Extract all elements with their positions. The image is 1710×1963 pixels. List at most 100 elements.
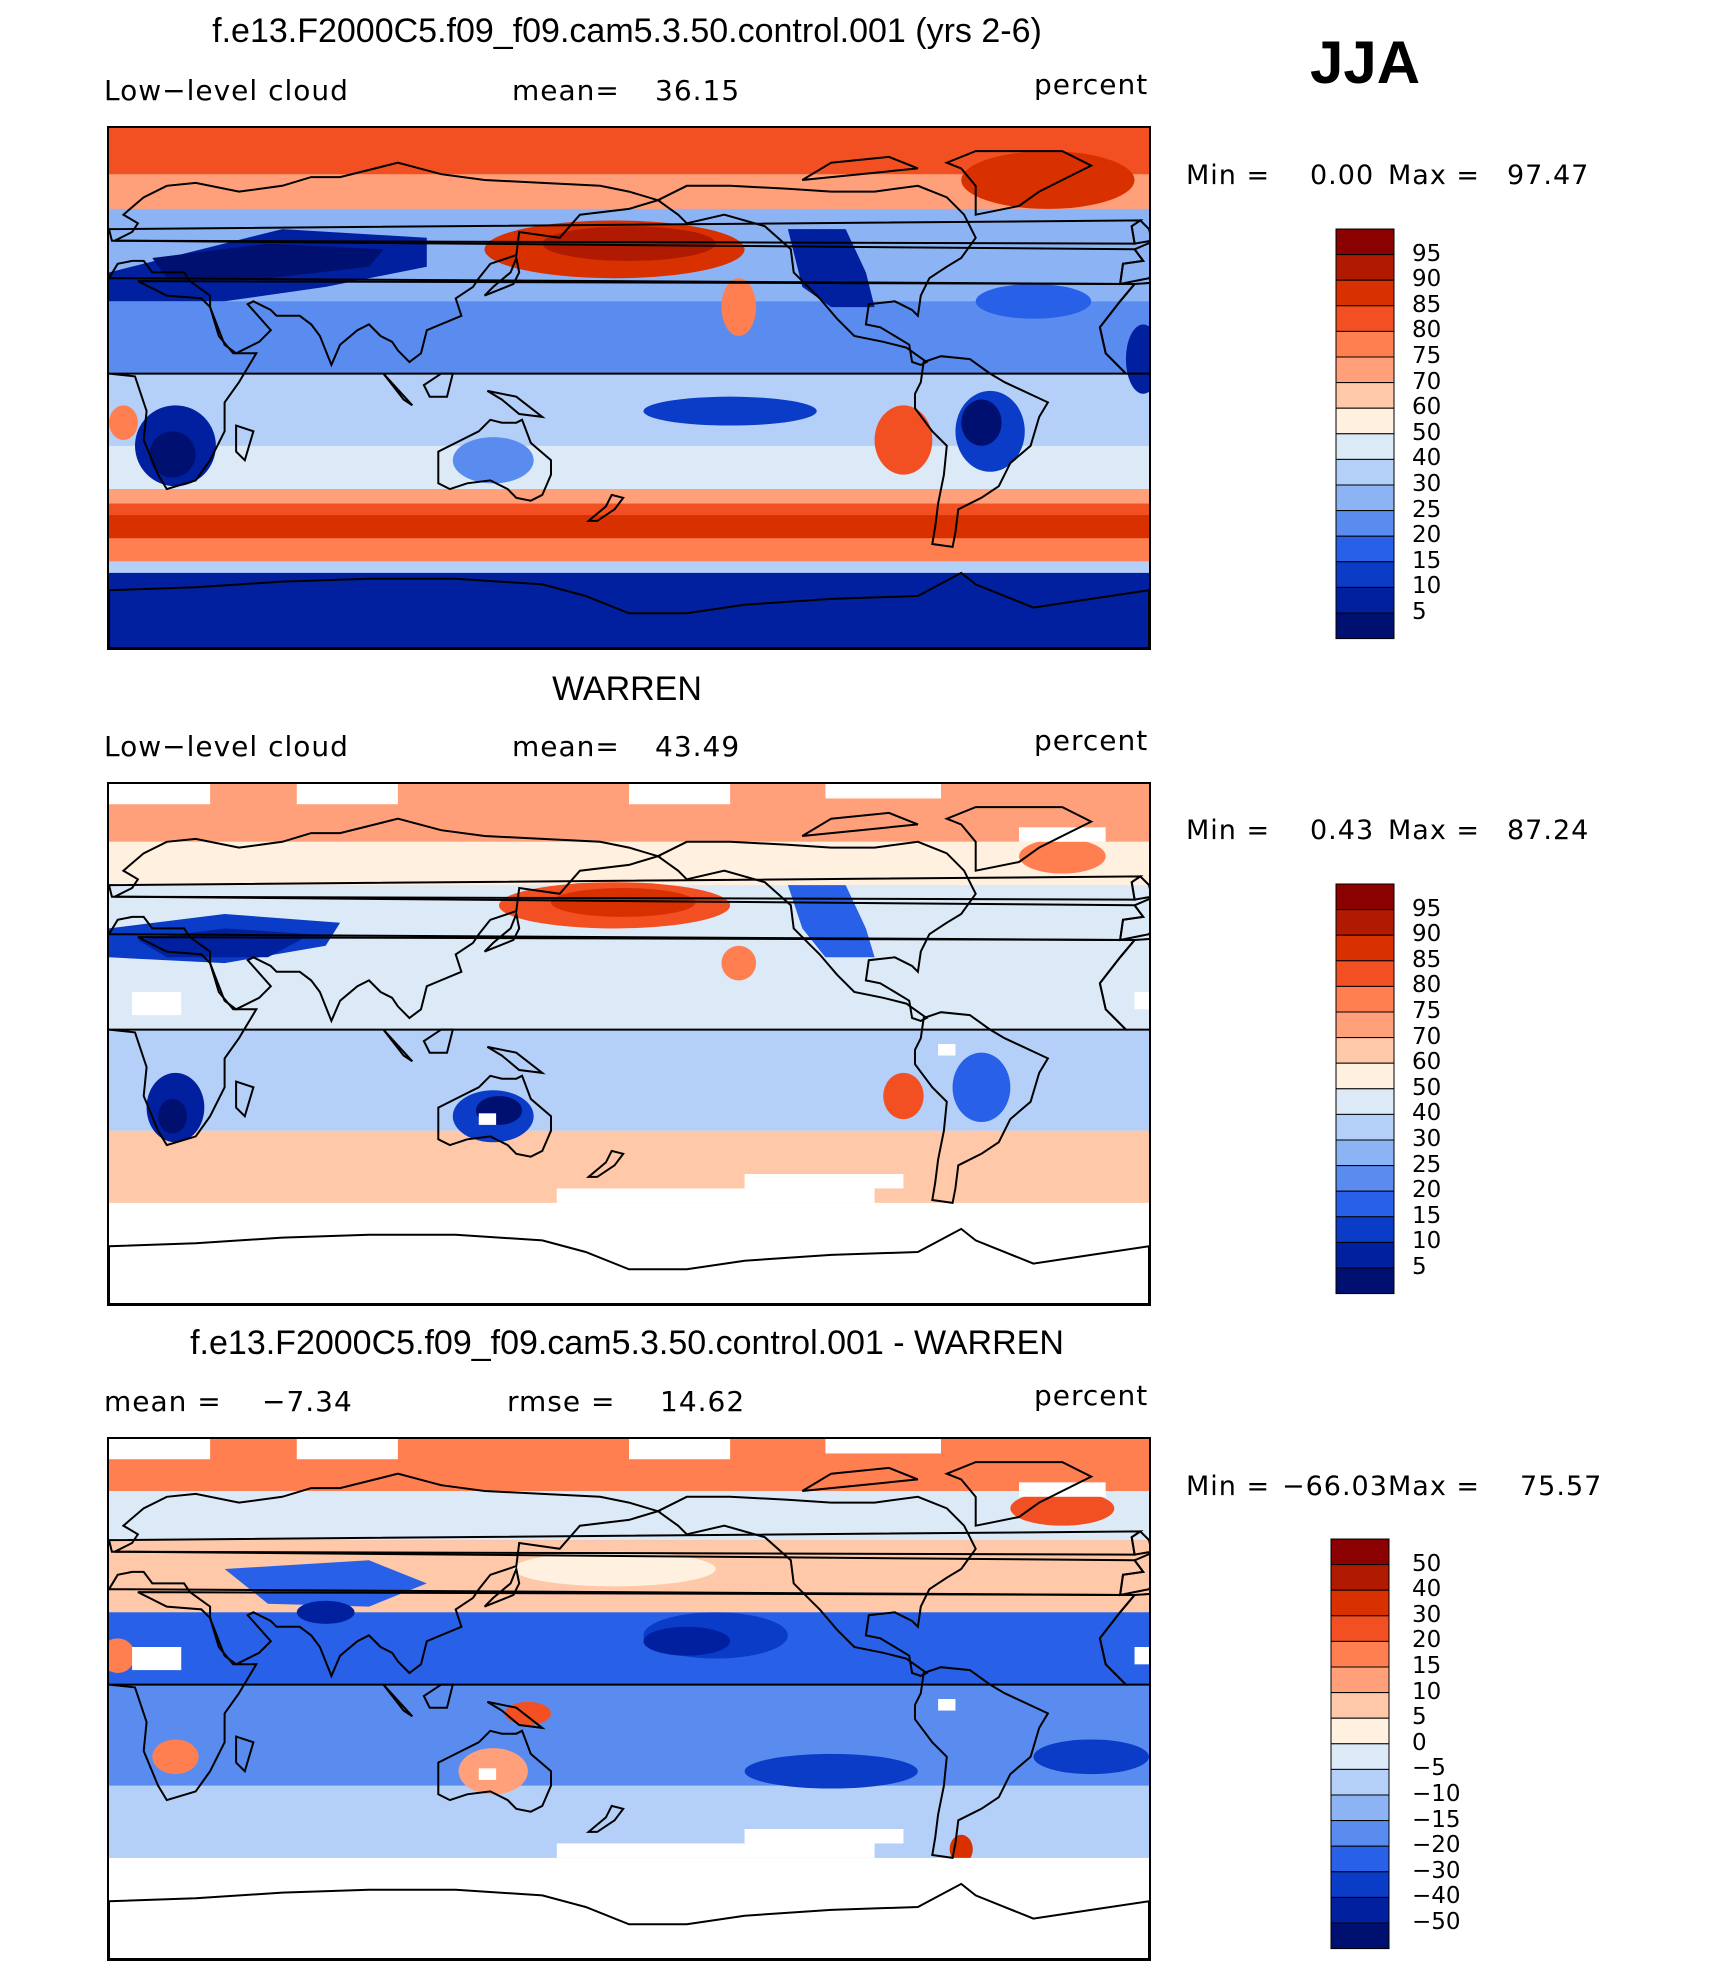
coastline-arcticislands bbox=[801, 155, 919, 181]
field-contour bbox=[961, 399, 1002, 446]
colorbar-tick-label: 85 bbox=[1412, 291, 1442, 318]
coastline-australia bbox=[437, 1729, 552, 1813]
colorbar-tick-label: 5 bbox=[1412, 1704, 1427, 1731]
panel-1-min-value: 0.00 bbox=[1310, 160, 1375, 191]
missing-data bbox=[296, 1439, 398, 1460]
panel-2-mean-label: mean= bbox=[512, 730, 620, 763]
field-contour bbox=[551, 888, 696, 917]
field-contour bbox=[152, 1739, 199, 1775]
colorbar-tick-label: 80 bbox=[1412, 317, 1442, 344]
coastline-newguinea bbox=[486, 1045, 546, 1075]
coastline-uk-wrap bbox=[1130, 1530, 1149, 1556]
panel-1-map bbox=[107, 126, 1151, 650]
colorbar-swatch bbox=[1335, 484, 1395, 512]
panel-3-colorbar: 50 40 30 20 15 10 5 0 −5 −10 −15 −20 −30 −40 −50 bbox=[1330, 1538, 1470, 1957]
coastlines bbox=[109, 1461, 1149, 1959]
panel-2-min-value: 0.43 bbox=[1310, 815, 1375, 846]
panel-2-min-label: Min = bbox=[1186, 815, 1271, 846]
colorbar-tick-label: 30 bbox=[1412, 1601, 1442, 1628]
missing-data bbox=[109, 1202, 1149, 1304]
colorbar-swatch bbox=[1335, 228, 1395, 256]
colorbar-swatch bbox=[1335, 1062, 1395, 1090]
panel-1-max-label: Max = bbox=[1388, 160, 1481, 191]
coastline-newzealand bbox=[585, 1149, 625, 1178]
colorbar-tick-label: −40 bbox=[1412, 1883, 1461, 1910]
colorbar-tick-label: 40 bbox=[1412, 1100, 1442, 1127]
panel-1-min-label: Min = bbox=[1186, 160, 1271, 191]
colorbar-swatch bbox=[1335, 407, 1395, 435]
coastline-namerica bbox=[655, 1495, 977, 1677]
colorbar-tick-label: −15 bbox=[1412, 1806, 1461, 1833]
field-band bbox=[109, 301, 1149, 374]
colorbar-swatch bbox=[1335, 985, 1395, 1013]
colorbar-tick-label: 25 bbox=[1412, 496, 1442, 523]
colorbar-swatch bbox=[1335, 1241, 1395, 1269]
panel-3-units: percent bbox=[1034, 1379, 1149, 1412]
coastline-australia bbox=[437, 1074, 552, 1158]
panel-1-units: percent bbox=[1034, 68, 1149, 101]
panel-2-max-value: 87.24 bbox=[1507, 815, 1590, 846]
coastlines bbox=[109, 150, 1149, 648]
field-contour bbox=[513, 1551, 716, 1587]
panel-2-units: percent bbox=[1034, 724, 1149, 757]
colorbar-tick-label: 15 bbox=[1412, 1202, 1442, 1229]
coastline-africa bbox=[109, 1591, 1137, 1802]
missing-data bbox=[296, 784, 398, 805]
field-contour bbox=[721, 945, 757, 981]
colorbar-swatch bbox=[1330, 1692, 1390, 1719]
panel-3-rmse-label: rmse = bbox=[507, 1385, 616, 1418]
colorbar-tick-label: 5 bbox=[1412, 1254, 1427, 1280]
colorbar-swatch bbox=[1335, 305, 1395, 332]
coastline-indonesia1 bbox=[382, 372, 414, 407]
colorbar-tick-label: −5 bbox=[1412, 1755, 1446, 1782]
field-band bbox=[109, 957, 1149, 1030]
colorbar-swatch bbox=[1335, 883, 1395, 911]
season-label: JJA bbox=[1310, 29, 1421, 96]
colorbar-swatch bbox=[1335, 1165, 1395, 1192]
coastline-borneo bbox=[422, 1028, 455, 1054]
colorbar-swatch bbox=[1330, 1615, 1390, 1642]
colorbar-swatch bbox=[1330, 1666, 1390, 1694]
colorbar-svg bbox=[1335, 228, 1395, 640]
coastline-madagascar bbox=[235, 424, 255, 463]
colorbar-tick-label: 40 bbox=[1412, 1576, 1442, 1603]
colorbar-swatch bbox=[1335, 960, 1395, 987]
panel-1-mean-value: 36.15 bbox=[655, 74, 741, 107]
panel-3-mean-label: mean = bbox=[104, 1385, 222, 1418]
field-contour bbox=[1010, 1491, 1115, 1526]
colorbar-tick-label: 85 bbox=[1412, 946, 1442, 973]
colorbar-swatch bbox=[1330, 1589, 1390, 1617]
colorbar-tick-label: 50 bbox=[1412, 1074, 1442, 1101]
colorbar-swatch bbox=[1330, 1896, 1390, 1924]
missing-data bbox=[938, 1699, 956, 1711]
field-region bbox=[224, 1560, 427, 1607]
coastline-newzealand bbox=[585, 493, 625, 522]
colorbar-tick-label: −50 bbox=[1412, 1909, 1461, 1935]
coastline-japan bbox=[483, 254, 521, 297]
colorbar-svg bbox=[1330, 1538, 1390, 1950]
coastline-greenland bbox=[944, 1461, 1094, 1527]
colorbar-tick-label: 15 bbox=[1412, 547, 1442, 574]
panel-3-max-value: 75.57 bbox=[1520, 1471, 1603, 1502]
colorbar-swatch bbox=[1335, 330, 1395, 358]
colorbar-swatch bbox=[1335, 586, 1395, 614]
colorbar-swatch bbox=[1335, 1037, 1395, 1064]
missing-data bbox=[825, 784, 941, 799]
colorbar-swatch bbox=[1335, 1267, 1395, 1295]
coastline-antarctica bbox=[109, 571, 1149, 648]
coastline-japan bbox=[483, 1565, 521, 1608]
coastline-newguinea bbox=[486, 389, 546, 419]
coastline-samerica bbox=[914, 1011, 1050, 1205]
colorbar-swatch bbox=[1335, 909, 1395, 936]
coastline-europe bbox=[109, 1472, 1146, 1679]
coastline-arcticislands bbox=[801, 1466, 919, 1492]
colorbar-swatch bbox=[1330, 1768, 1390, 1796]
colorbar-swatch bbox=[1330, 1845, 1390, 1873]
coastline-madagascar bbox=[235, 1735, 255, 1774]
missing-data bbox=[1134, 1647, 1149, 1665]
panel-2-max-label: Max = bbox=[1388, 815, 1481, 846]
field-contour bbox=[961, 151, 1135, 209]
colorbar-swatch bbox=[1335, 382, 1395, 409]
colorbar-swatch bbox=[1335, 254, 1395, 281]
field-contour bbox=[1125, 324, 1149, 394]
